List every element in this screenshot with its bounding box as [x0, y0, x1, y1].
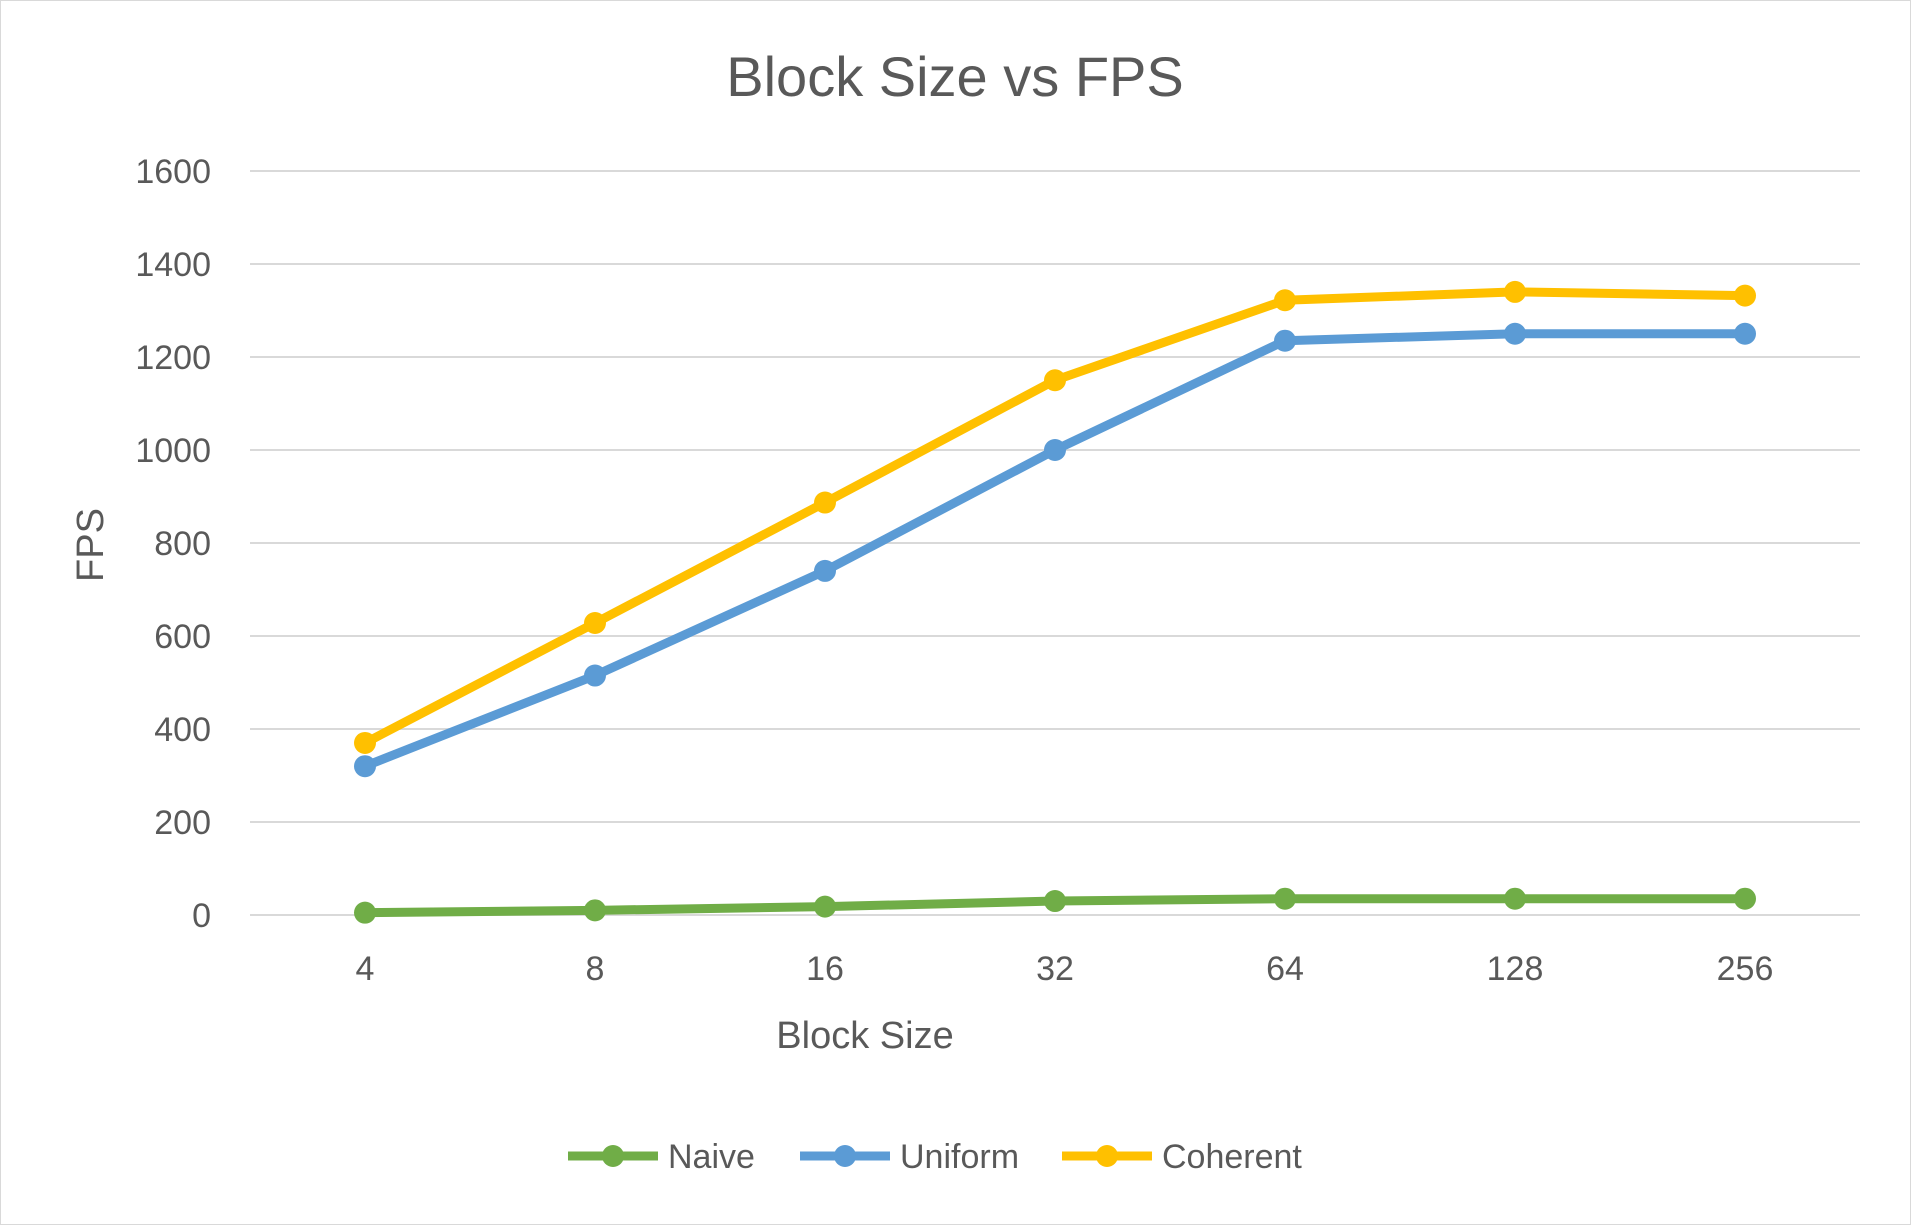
- data-point-coherent: [354, 731, 376, 754]
- data-point-coherent: [584, 611, 606, 634]
- data-point-uniform: [584, 664, 606, 687]
- series-coherent: [354, 280, 1756, 754]
- data-point-uniform: [1044, 439, 1066, 461]
- y-tick-label: 0: [192, 897, 211, 935]
- x-tick-label: 16: [806, 950, 844, 988]
- chart-title: Block Size vs FPS: [726, 45, 1183, 108]
- data-point-naive: [584, 899, 606, 922]
- data-point-uniform: [1504, 322, 1526, 345]
- data-point-coherent: [1044, 369, 1066, 392]
- data-point-naive: [1504, 887, 1526, 910]
- x-tick-label: 128: [1487, 950, 1544, 988]
- legend-label: Uniform: [900, 1138, 1019, 1176]
- y-tick-label: 600: [154, 618, 211, 656]
- data-point-uniform: [1734, 322, 1756, 345]
- data-point-naive: [814, 895, 836, 918]
- data-point-coherent: [1504, 280, 1526, 303]
- x-tick-label: 8: [586, 950, 605, 988]
- data-point-naive: [1274, 887, 1296, 910]
- y-axis-ticks: 0 200 400 600 800 1000 1200 1400 1600: [135, 153, 211, 935]
- series-line-uniform: [360, 329, 1750, 771]
- data-point-uniform: [1274, 329, 1296, 352]
- data-point-naive: [354, 901, 376, 924]
- data-point-naive: [1044, 890, 1066, 913]
- legend-item-coherent: Coherent: [1062, 1138, 1302, 1176]
- series-line-coherent: [360, 287, 1750, 748]
- gridlines: [250, 170, 1860, 916]
- legend-label: Naive: [668, 1138, 755, 1176]
- y-tick-label: 1400: [135, 246, 211, 284]
- y-tick-label: 800: [154, 525, 211, 563]
- y-tick-label: 1600: [135, 153, 211, 191]
- x-axis-title: Block Size: [776, 1015, 953, 1057]
- y-tick-label: 1000: [135, 432, 211, 470]
- data-point-coherent: [1734, 284, 1756, 307]
- y-axis-title: FPS: [70, 508, 112, 582]
- legend-swatch-marker: [1096, 1145, 1118, 1167]
- x-axis-ticks: 4 8 16 32 64 128 256: [356, 950, 1774, 988]
- series-lines: [354, 280, 1756, 924]
- data-point-uniform: [814, 559, 836, 582]
- legend-item-uniform: Uniform: [800, 1138, 1019, 1176]
- x-tick-label: 32: [1036, 950, 1074, 988]
- x-tick-label: 64: [1266, 950, 1304, 988]
- legend-swatch-marker: [602, 1145, 624, 1167]
- y-tick-label: 200: [154, 804, 211, 842]
- data-point-naive: [1734, 887, 1756, 910]
- legend-item-naive: Naive: [568, 1138, 755, 1176]
- y-tick-label: 400: [154, 711, 211, 749]
- x-tick-label: 4: [356, 950, 375, 988]
- x-tick-label: 256: [1717, 950, 1774, 988]
- legend-swatch-marker: [834, 1145, 856, 1167]
- series-uniform: [354, 322, 1756, 778]
- data-point-coherent: [814, 491, 836, 514]
- legend: Naive Uniform Coherent: [568, 1138, 1302, 1176]
- series-naive: [354, 887, 1756, 924]
- legend-label: Coherent: [1162, 1138, 1302, 1176]
- data-point-uniform: [354, 755, 376, 778]
- y-tick-label: 1200: [135, 339, 211, 377]
- data-point-coherent: [1274, 289, 1296, 312]
